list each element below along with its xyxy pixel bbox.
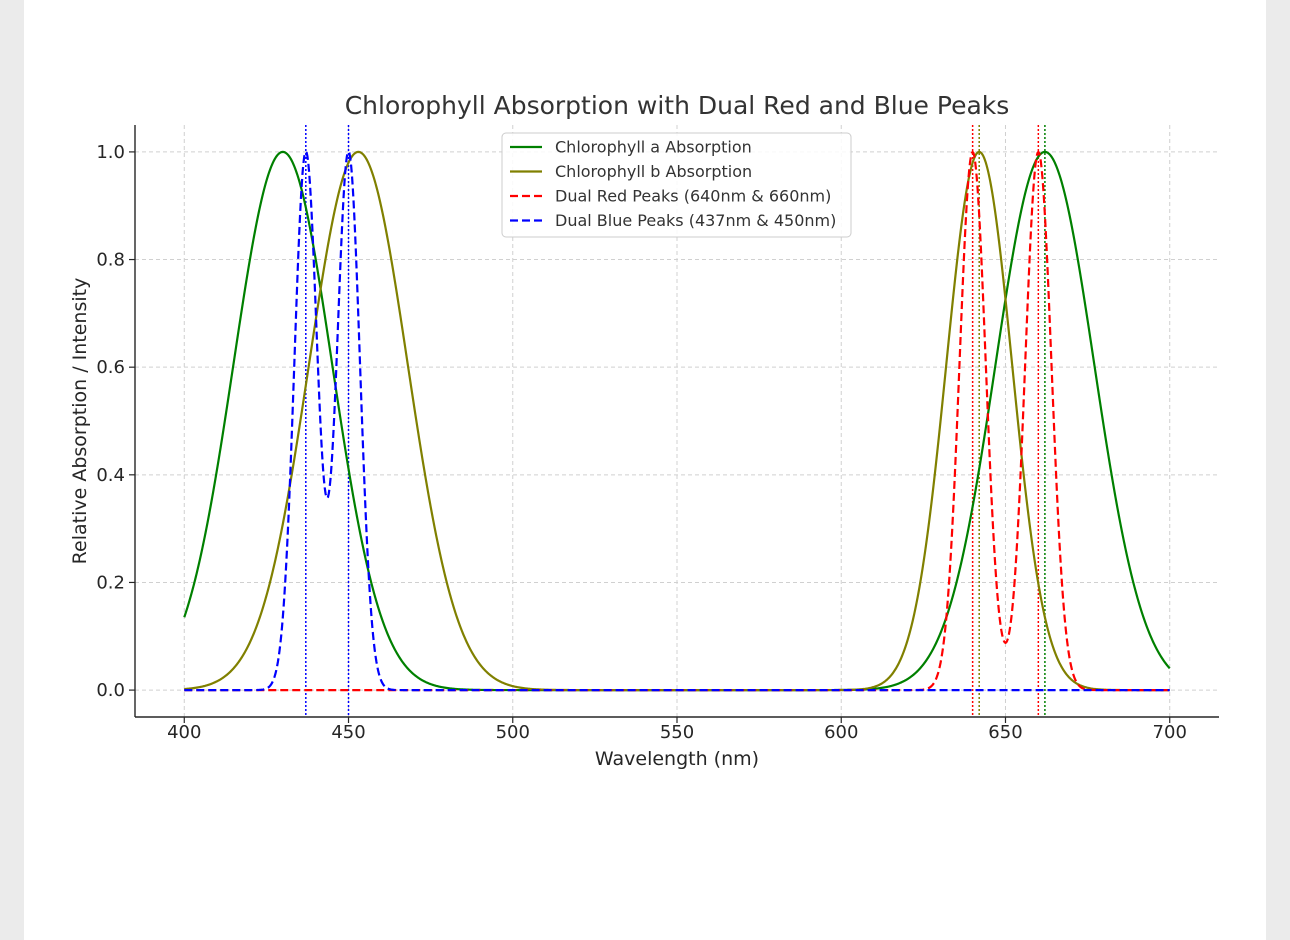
y-tick-label: 0.6 [96,357,125,378]
chart-svg: 400 450 500 550 600 650 7000.00.20.40.60.81.0 … [69,91,1219,770]
chart-title: Chlorophyll Absorption with Dual Red and… [345,91,1010,120]
ticks-layer: 400 450 500 550 600 650 700 0.0 0.2 0.4 0.6 0.8 1.0 [96,142,1187,743]
y-tick-label: 1.0 [96,142,125,163]
y-tick-label: 0.2 [96,572,125,593]
legend-label: Chlorophyll b Absorption [555,162,752,181]
x-tick-label: 600 [824,722,858,743]
y-tick-label: 0.0 [96,680,125,701]
y-tick-label: 0.4 [96,465,125,486]
series-layer [183,150,1171,692]
x-tick-label: 550 [660,722,694,743]
x-tick-label: 500 [496,722,530,743]
x-tick-label: 700 [1153,722,1187,743]
series-line-4 [184,150,1170,692]
y-tick-label: 0.8 [96,250,125,271]
figure-canvas: 400 450 500 550 600 650 700 0.0 0.2 0.4 0.6 0.8 1.0 … [24,0,1266,940]
legend-label: Dual Red Peaks (640nm & 660nm) [555,187,831,206]
legend-label: Dual Blue Peaks (437nm & 450nm) [555,211,836,230]
legend: Chlorophyll a Absorption Chlorophyll b Ab… [501,132,852,238]
legend-label: Chlorophyll a Absorption [555,138,752,157]
x-tick-label: 400 [167,722,201,743]
x-axis-label: Wavelength (nm) [595,748,759,770]
x-tick-label: 450 [331,722,365,743]
x-tick-label: 650 [988,722,1022,743]
y-axis-label: Relative Absorption / Intensity [69,278,91,565]
legend-box [501,132,852,238]
